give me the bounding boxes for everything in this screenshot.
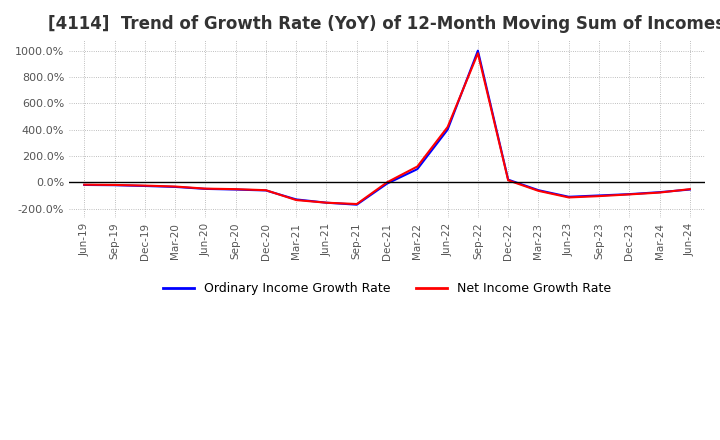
- Ordinary Income Growth Rate: [655, 190, 664, 195]
- Ordinary Income Growth Rate: [201, 186, 210, 191]
- Ordinary Income Growth Rate: [322, 200, 330, 205]
- Ordinary Income Growth Rate: [140, 183, 149, 189]
- Ordinary Income Growth Rate: [444, 127, 452, 132]
- Net Income Growth Rate: [383, 180, 392, 185]
- Ordinary Income Growth Rate: [685, 187, 694, 192]
- Net Income Growth Rate: [564, 195, 573, 200]
- Net Income Growth Rate: [231, 187, 240, 192]
- Net Income Growth Rate: [534, 188, 543, 194]
- Net Income Growth Rate: [110, 182, 119, 187]
- Ordinary Income Growth Rate: [353, 202, 361, 207]
- Ordinary Income Growth Rate: [110, 183, 119, 188]
- Net Income Growth Rate: [261, 187, 270, 193]
- Net Income Growth Rate: [655, 190, 664, 195]
- Net Income Growth Rate: [413, 164, 422, 169]
- Ordinary Income Growth Rate: [534, 187, 543, 193]
- Ordinary Income Growth Rate: [231, 187, 240, 192]
- Net Income Growth Rate: [444, 125, 452, 130]
- Ordinary Income Growth Rate: [595, 193, 603, 198]
- Ordinary Income Growth Rate: [261, 188, 270, 193]
- Ordinary Income Growth Rate: [292, 197, 300, 202]
- Ordinary Income Growth Rate: [564, 194, 573, 199]
- Net Income Growth Rate: [80, 182, 89, 187]
- Ordinary Income Growth Rate: [171, 184, 179, 190]
- Net Income Growth Rate: [201, 186, 210, 191]
- Ordinary Income Growth Rate: [413, 166, 422, 172]
- Net Income Growth Rate: [474, 51, 482, 56]
- Net Income Growth Rate: [171, 184, 179, 189]
- Ordinary Income Growth Rate: [625, 191, 634, 197]
- Net Income Growth Rate: [625, 192, 634, 197]
- Ordinary Income Growth Rate: [80, 182, 89, 187]
- Line: Net Income Growth Rate: Net Income Growth Rate: [84, 53, 690, 204]
- Ordinary Income Growth Rate: [474, 48, 482, 53]
- Net Income Growth Rate: [504, 178, 513, 183]
- Net Income Growth Rate: [322, 200, 330, 205]
- Net Income Growth Rate: [353, 202, 361, 207]
- Net Income Growth Rate: [685, 187, 694, 192]
- Ordinary Income Growth Rate: [383, 181, 392, 186]
- Ordinary Income Growth Rate: [504, 177, 513, 182]
- Net Income Growth Rate: [292, 198, 300, 203]
- Line: Ordinary Income Growth Rate: Ordinary Income Growth Rate: [84, 51, 690, 205]
- Net Income Growth Rate: [595, 194, 603, 199]
- Title: [4114]  Trend of Growth Rate (YoY) of 12-Month Moving Sum of Incomes: [4114] Trend of Growth Rate (YoY) of 12-…: [48, 15, 720, 33]
- Net Income Growth Rate: [140, 183, 149, 188]
- Legend: Ordinary Income Growth Rate, Net Income Growth Rate: Ordinary Income Growth Rate, Net Income …: [158, 278, 616, 301]
